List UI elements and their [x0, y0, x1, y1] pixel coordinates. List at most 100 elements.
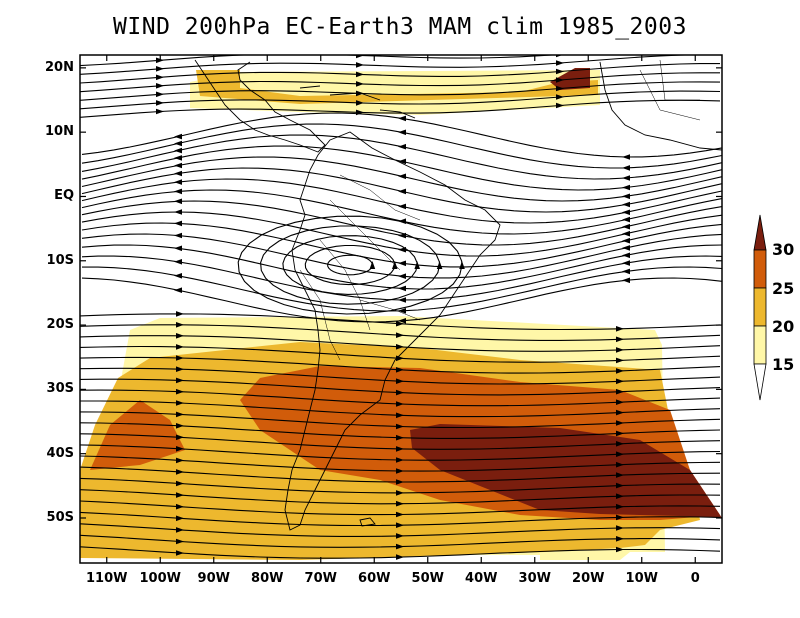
streamline-arrow	[622, 237, 630, 244]
streamline-arrow	[622, 165, 630, 171]
streamline-arrow	[396, 490, 404, 496]
streamline-arrow	[622, 223, 630, 230]
coastlines	[194, 59, 722, 531]
streamline-arrow	[398, 273, 406, 279]
streamline-arrow	[174, 170, 182, 177]
axis-ticks	[80, 55, 722, 563]
streamline-arrow	[174, 188, 182, 195]
streamline-arrow	[622, 277, 630, 284]
streamline-arrow	[396, 554, 404, 560]
south-america-coastline	[284, 131, 501, 531]
streamline-arrow	[556, 77, 564, 83]
streamline-arrow	[176, 423, 184, 429]
streamline-arrow	[398, 203, 406, 210]
streamline-arrow	[622, 245, 630, 251]
streamline-arrow	[174, 133, 182, 140]
colorbar-swatch-15-20	[753, 325, 767, 365]
lat-label: 10N	[45, 124, 74, 140]
lon-label: 50W	[411, 571, 444, 586]
lon-label: 90W	[197, 571, 230, 586]
streamline-arrow	[556, 102, 564, 109]
streamline-arrow	[396, 479, 404, 485]
streamline-arrow	[356, 81, 364, 87]
streamline-arrow	[369, 261, 376, 269]
streamline-arrow	[396, 511, 404, 518]
streamline-arrow	[176, 457, 184, 464]
streamline-arrow	[156, 108, 164, 115]
streamline-arrow	[176, 344, 184, 350]
streamline-arrow	[174, 162, 182, 169]
streamline-arrow	[556, 60, 564, 66]
streamline-arrow	[356, 62, 364, 68]
streamline-arrow	[622, 268, 630, 275]
streamline-arrow	[176, 469, 184, 475]
streamline-arrow	[556, 94, 564, 100]
streamline	[80, 55, 716, 75]
streamline	[304, 244, 396, 286]
streamline-arrow	[616, 451, 624, 457]
streamline-arrow	[396, 522, 404, 528]
streamline-arrow	[398, 158, 406, 165]
streamline-arrow	[616, 441, 624, 447]
streamline-arrow	[174, 209, 182, 215]
streamline-arrow	[156, 66, 164, 72]
central-america-coastline	[194, 59, 326, 153]
streamline	[81, 244, 722, 290]
streamline-arrow	[356, 100, 364, 106]
streamline-arrow	[622, 209, 630, 216]
streamline-arrow	[414, 261, 420, 269]
streamline-arrow	[396, 367, 404, 373]
streamline-arrow	[396, 401, 404, 407]
streamline-arrow	[616, 482, 624, 489]
streamline-arrow	[176, 311, 184, 317]
streamline	[80, 72, 720, 93]
streamline-arrow	[622, 201, 630, 208]
streamline-arrow	[616, 503, 624, 510]
streamline-arrow	[616, 493, 624, 499]
streamline-arrow	[396, 332, 404, 338]
falklands-coastline	[359, 517, 376, 527]
lat-label: 20S	[46, 317, 74, 333]
streamline-arrow	[616, 378, 624, 385]
streamline-arrow	[616, 430, 624, 437]
streamline-arrow	[616, 546, 624, 553]
streamline-arrow	[398, 308, 406, 314]
streamline-arrow	[156, 74, 164, 81]
streamline	[260, 225, 441, 305]
streamline-arrow	[174, 273, 182, 279]
colorbar-label-15: 15	[772, 355, 795, 374]
lat-label: EQ	[54, 188, 74, 204]
streamline-arrow	[174, 287, 182, 293]
colorbar-overflow-triangle	[753, 214, 767, 251]
streamline-arrow	[398, 129, 406, 136]
streamline-arrow	[174, 220, 182, 227]
streamline-arrow	[396, 533, 404, 539]
streamline-arrow	[622, 154, 630, 160]
streamline-arrow	[396, 355, 404, 362]
colorbar	[753, 214, 767, 401]
lat-label: 40S	[46, 445, 74, 461]
colorbar-swatch-25-30	[753, 249, 767, 289]
streamline-arrow	[616, 514, 624, 521]
streamline-arrow	[396, 412, 404, 419]
streamline-arrow	[398, 188, 406, 195]
colorbar-swatch-20-25	[753, 287, 767, 327]
lat-label: 50S	[46, 509, 74, 525]
lat-label: 30S	[46, 381, 74, 397]
streamline-arrow	[174, 245, 182, 252]
streamline-arrow	[616, 409, 624, 416]
streamline-arrow	[616, 326, 624, 332]
streamline-arrow	[176, 527, 184, 533]
lon-label: 80W	[251, 571, 284, 586]
streamline-arrow	[616, 525, 624, 531]
streamline-arrow	[398, 115, 406, 122]
streamline-arrow	[174, 155, 182, 161]
streamline-arrow	[176, 550, 184, 556]
streamline-arrow	[156, 100, 164, 106]
streamline-arrow	[176, 515, 184, 522]
streamline-arrow	[176, 333, 184, 339]
streamline-arrow	[176, 366, 184, 372]
streamline-arrow	[396, 320, 404, 327]
lon-label: 100W	[139, 571, 181, 586]
